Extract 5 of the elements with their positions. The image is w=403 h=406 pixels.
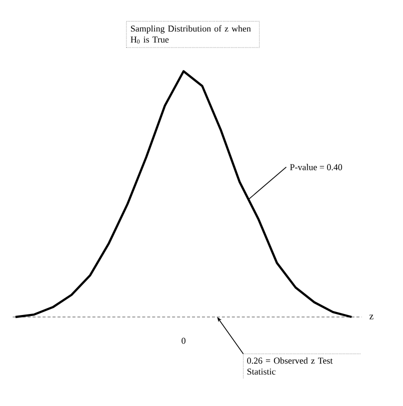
chart-title: Sampling Distribution of z when H$_{0}$ is True bbox=[130, 25, 251, 44]
text: 0.26 = Observed z Test Statistic bbox=[247, 357, 333, 375]
x-axis-title: z bbox=[369, 314, 374, 320]
text: 0 bbox=[182, 338, 186, 344]
annotation: P-value = 0.40 bbox=[290, 164, 342, 170]
